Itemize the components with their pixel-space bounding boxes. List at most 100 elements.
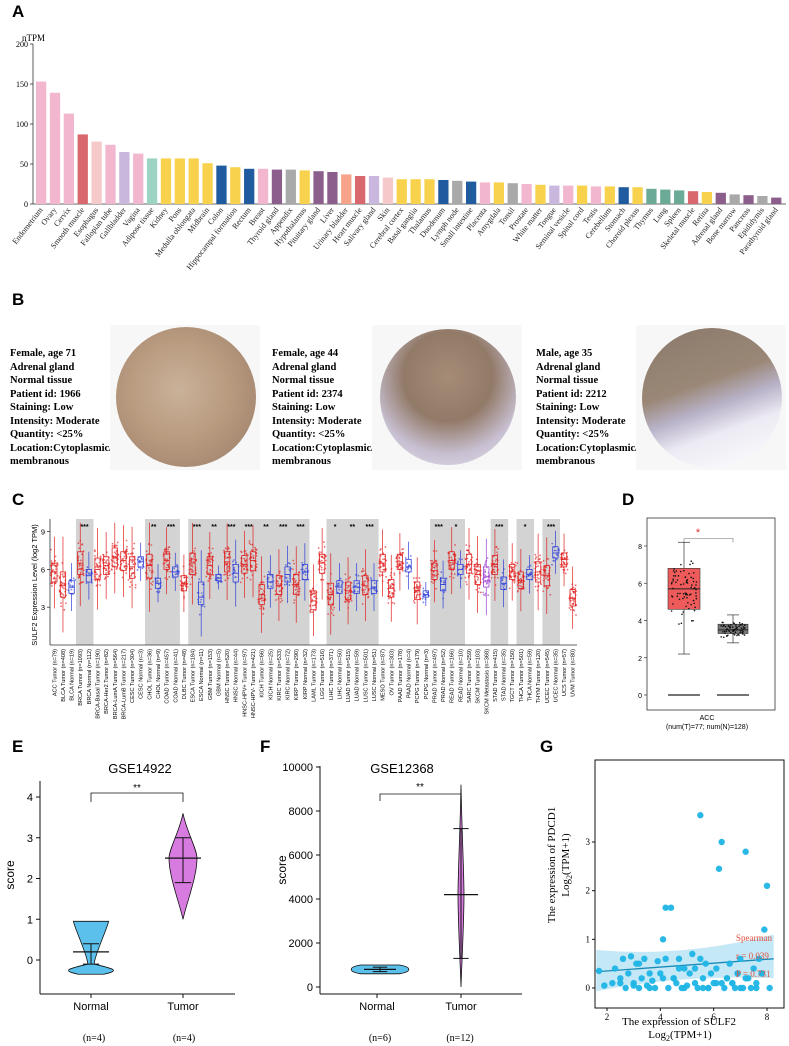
data-point: [731, 984, 739, 992]
data-point: [339, 577, 342, 580]
data-point: [512, 566, 515, 569]
data-point: [516, 562, 519, 565]
data-point: [697, 812, 704, 819]
data-point: [209, 577, 212, 580]
data-point: [134, 586, 137, 589]
box: [405, 558, 412, 573]
data-point: [725, 630, 728, 632]
box: [128, 556, 136, 579]
data-point: [379, 549, 382, 551]
data-point: [519, 584, 521, 587]
data-point: [347, 592, 350, 595]
data-point: [95, 577, 97, 580]
data-point: [257, 598, 260, 601]
data-point: [99, 555, 102, 558]
data-point: [304, 574, 307, 576]
data-point: [86, 566, 89, 569]
data-point: [476, 578, 479, 581]
data-point: [364, 588, 366, 591]
data-point: [245, 552, 247, 555]
data-point: [126, 545, 128, 548]
data-point: [50, 585, 53, 587]
data-point: [694, 984, 701, 992]
data-point: [549, 593, 552, 596]
data-point: [680, 583, 682, 586]
data-point: [482, 593, 485, 596]
data-point: [475, 580, 477, 583]
data-point: [425, 591, 428, 594]
data-point: [409, 555, 412, 557]
y-log-subscript: 2: [565, 875, 574, 879]
data-point: [502, 586, 505, 589]
data-point: [432, 576, 434, 579]
data-point: [412, 577, 415, 580]
sample-2-line: Intensity: Moderate: [272, 415, 362, 427]
y-tick-label: 4: [638, 619, 642, 626]
data-point: [478, 570, 481, 573]
data-point: [672, 570, 675, 572]
regression-line: [596, 958, 774, 973]
data-point: [207, 562, 210, 565]
data-point: [183, 581, 186, 584]
data-point: [671, 595, 673, 597]
data-point: [158, 590, 161, 593]
data-point: [692, 577, 695, 580]
data-point: [383, 564, 386, 566]
data-point: [695, 595, 697, 597]
data-point: [441, 588, 444, 591]
data-point: [365, 586, 368, 589]
data-point: [224, 579, 227, 582]
box: [120, 551, 127, 572]
data-point: [361, 570, 363, 573]
data-point: [291, 568, 294, 571]
data-point: [132, 547, 135, 550]
data-point: [150, 544, 153, 546]
data-point: [418, 577, 421, 579]
data-point: [412, 600, 415, 602]
data-point: [54, 572, 57, 575]
data-point: [571, 599, 574, 601]
data-point: [281, 599, 284, 602]
data-point: [694, 606, 696, 609]
bar: [230, 167, 241, 204]
data-point: [739, 624, 742, 626]
data-point: [729, 627, 731, 629]
data-point: [729, 979, 736, 987]
data-point: [190, 560, 193, 563]
data-point: [244, 550, 247, 552]
data-point: [566, 568, 569, 571]
data-point: [207, 580, 210, 582]
data-point: [287, 562, 290, 564]
data-point: [322, 541, 325, 543]
significance-marker: **: [133, 783, 141, 794]
data-point: [627, 953, 635, 960]
data-point: [113, 551, 116, 554]
data-point: [318, 551, 321, 553]
y-tick-label: 0: [307, 982, 313, 994]
data-point: [454, 544, 456, 546]
significant-group-bg: [551, 519, 561, 645]
data-point: [736, 634, 738, 637]
y-tick-label: 6000: [289, 850, 313, 862]
data-point: [737, 955, 744, 962]
data-point: [286, 579, 289, 582]
data-point: [450, 556, 453, 559]
data-point: [421, 597, 424, 600]
data-point: [227, 569, 229, 572]
data-point: [416, 586, 419, 589]
data-point: [54, 582, 57, 585]
data-point: [78, 565, 81, 567]
data-point: [742, 848, 749, 855]
chart-title: GSE12368: [370, 761, 434, 776]
data-point: [722, 631, 724, 633]
significance-bracket: [379, 793, 462, 801]
x-log-subscript: 2: [666, 1034, 670, 1043]
data-point: [517, 589, 519, 592]
data-point: [466, 557, 469, 560]
data-point: [193, 550, 196, 552]
box: [431, 562, 438, 580]
data-point: [148, 559, 151, 562]
significant-group-bg: [369, 519, 379, 645]
data-point: [547, 578, 550, 581]
data-point: [115, 553, 118, 556]
